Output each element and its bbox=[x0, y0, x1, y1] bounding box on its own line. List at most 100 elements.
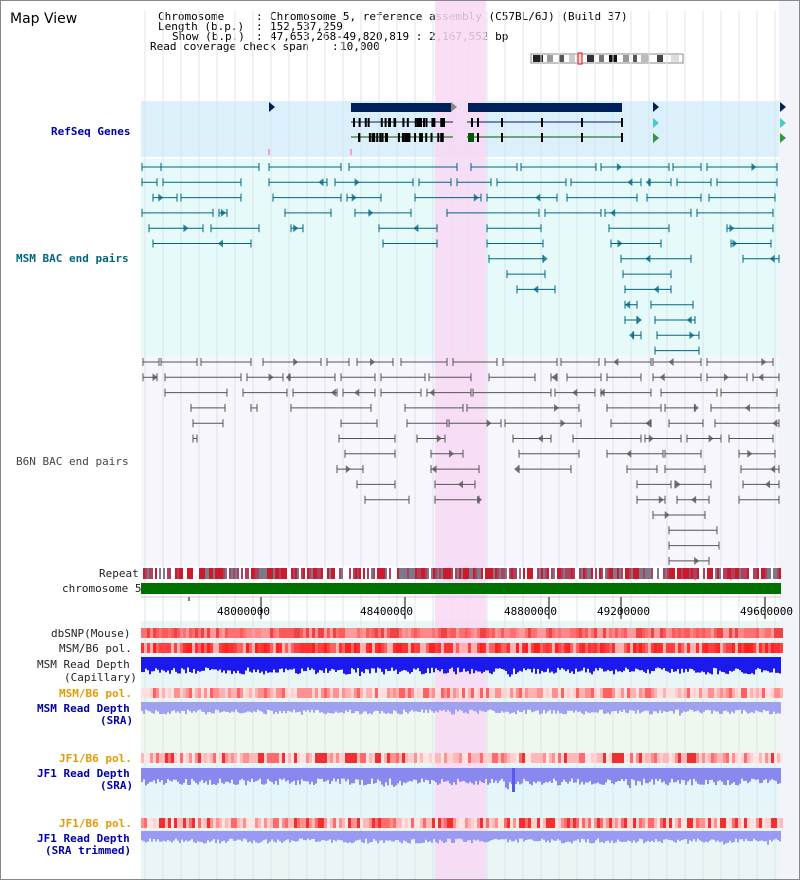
jf1-pol2-mark bbox=[291, 818, 294, 828]
msm-depth-bar bbox=[599, 657, 601, 668]
msm-sra-depth-bar bbox=[609, 702, 611, 715]
msm-sra-depth-bar bbox=[627, 702, 629, 714]
repeat-mark bbox=[229, 568, 231, 579]
msm-depth-bar bbox=[439, 657, 441, 672]
msm-sra-depth-bar bbox=[309, 702, 311, 713]
dbsnp-mark bbox=[273, 628, 276, 638]
track-label-jf1-read-depth-sra[interactable]: JF1 Read Depth bbox=[37, 767, 130, 780]
track-label-jf1-b6-pol-2[interactable]: JF1/B6 pol. bbox=[59, 817, 132, 830]
track-label-msm-b6-pol-2[interactable]: MSM/B6 pol. bbox=[59, 687, 132, 700]
msm-bac-end-marker bbox=[533, 285, 539, 294]
repeat-mark bbox=[349, 568, 351, 579]
dbsnp-mark bbox=[393, 628, 396, 638]
jf1-pol2-mark bbox=[744, 818, 747, 828]
track-label-msm-read-depth-sra[interactable]: MSM Read Depth bbox=[37, 702, 130, 715]
jf1-trim-depth-bar bbox=[633, 831, 635, 841]
jf1-trim-depth-bar bbox=[145, 831, 147, 843]
jf1-pol-mark bbox=[396, 753, 399, 763]
chromosome-ideogram[interactable] bbox=[529, 52, 687, 66]
track-label-b6n-bac[interactable]: B6N BAC end pairs bbox=[16, 455, 129, 468]
msm-sra-depth-bar bbox=[665, 702, 667, 713]
msm-pol2-mark bbox=[318, 688, 321, 698]
dbsnp-mark bbox=[423, 628, 426, 638]
dbsnp-mark bbox=[699, 628, 702, 638]
jf1-pol2-mark bbox=[351, 818, 354, 828]
repeat-mark bbox=[635, 568, 637, 579]
track-label-msm-bac[interactable]: MSM BAC end pairs bbox=[16, 252, 129, 265]
track-label-capillary: (Capillary) bbox=[64, 671, 137, 684]
dbsnp-mark bbox=[144, 628, 147, 638]
b6n-bac-end-marker bbox=[345, 465, 351, 474]
jf1-depth-bar bbox=[525, 768, 527, 782]
length-value: 152,537,259 bbox=[270, 20, 343, 33]
jf1-depth-bar bbox=[335, 768, 337, 782]
dbsnp-mark bbox=[777, 628, 780, 638]
msm-sra-depth-bar bbox=[345, 702, 347, 711]
jf1-trim-depth-bar bbox=[277, 831, 279, 840]
repeat-mark bbox=[599, 568, 601, 579]
msm-pol2-mark bbox=[669, 688, 672, 698]
exon bbox=[442, 118, 445, 127]
jf1-trim-depth-bar bbox=[457, 831, 459, 839]
jf1-depth-bar bbox=[583, 768, 585, 785]
jf1-pol2-mark bbox=[282, 818, 285, 828]
track-label-jf1-read-depth-trimmed[interactable]: JF1 Read Depth bbox=[37, 832, 130, 845]
msm-sra-depth-bar bbox=[301, 702, 303, 715]
jf1-pol-mark bbox=[453, 753, 456, 763]
repeat-mark bbox=[673, 568, 675, 579]
track-label-refseq[interactable]: RefSeq Genes bbox=[51, 125, 131, 138]
repeat-mark bbox=[767, 568, 769, 579]
jf1-trim-depth-bar bbox=[349, 831, 351, 843]
msm-sra-depth-bar bbox=[393, 702, 395, 711]
msm-sra-depth-bar bbox=[359, 702, 361, 715]
jf1-trim-depth-bar bbox=[331, 831, 333, 843]
msm-pol2-mark bbox=[234, 688, 237, 698]
msm-pol-mark bbox=[147, 643, 150, 653]
jf1-pol-mark bbox=[597, 753, 600, 763]
jf1-pol2-mark bbox=[180, 818, 183, 828]
jf1-trim-depth-bar bbox=[559, 831, 561, 841]
jf1-depth-bar bbox=[635, 768, 637, 786]
msm-depth-bar bbox=[777, 657, 779, 673]
jf1-depth-bar bbox=[377, 768, 379, 780]
msm-pol-mark bbox=[423, 643, 426, 653]
track-label-msm-b6-pol[interactable]: MSM/B6 pol. bbox=[59, 642, 132, 655]
msm-depth-bar bbox=[419, 657, 421, 672]
jf1-depth-bar bbox=[339, 768, 341, 784]
track-label-jf1-b6-pol[interactable]: JF1/B6 pol. bbox=[59, 752, 132, 765]
jf1-depth-bar bbox=[465, 768, 467, 783]
jf1-trim-depth-bar bbox=[659, 831, 661, 842]
repeat-mark bbox=[209, 568, 211, 579]
msm-pol2-mark bbox=[165, 688, 168, 698]
msm-pol2-mark bbox=[747, 688, 750, 698]
msm-pol2-mark bbox=[183, 688, 186, 698]
msm-depth-bar bbox=[515, 657, 517, 675]
track-label-msm-read-depth-capillary[interactable]: MSM Read Depth bbox=[37, 658, 130, 671]
track-label-dbsnp[interactable]: dbSNP(Mouse) bbox=[51, 627, 131, 640]
msm-sra-depth-bar bbox=[541, 702, 543, 714]
msm-sra-depth-bar bbox=[737, 702, 739, 711]
msm-depth-bar bbox=[425, 657, 427, 673]
dbsnp-mark bbox=[558, 628, 561, 638]
jf1-pol-mark bbox=[555, 753, 558, 763]
msm-pol2-mark bbox=[315, 688, 318, 698]
msm-depth-bar bbox=[593, 657, 595, 672]
track-label-repeat[interactable]: Repeat bbox=[99, 567, 139, 580]
msm-depth-bar bbox=[179, 657, 181, 674]
jf1-trim-depth-bar bbox=[399, 831, 401, 842]
msm-sra-depth-bar bbox=[223, 702, 225, 712]
track-label-chromosome[interactable]: chromosome 5 bbox=[62, 582, 142, 595]
msm-pol2-mark bbox=[333, 688, 336, 698]
msm-sra-depth-bar bbox=[293, 702, 295, 710]
msm-pol2-mark bbox=[702, 688, 705, 698]
jf1-depth-bar bbox=[205, 768, 207, 782]
jf1-depth-bar bbox=[345, 768, 347, 782]
jf1-trim-depth-bar bbox=[573, 831, 575, 841]
msm-pol-mark bbox=[501, 643, 504, 653]
jf1-depth-bar bbox=[329, 768, 331, 785]
msm-depth-bar bbox=[635, 657, 637, 669]
repeat-mark bbox=[529, 568, 531, 579]
jf1-pol-mark bbox=[705, 753, 708, 763]
msm-pol2-mark bbox=[714, 688, 717, 698]
